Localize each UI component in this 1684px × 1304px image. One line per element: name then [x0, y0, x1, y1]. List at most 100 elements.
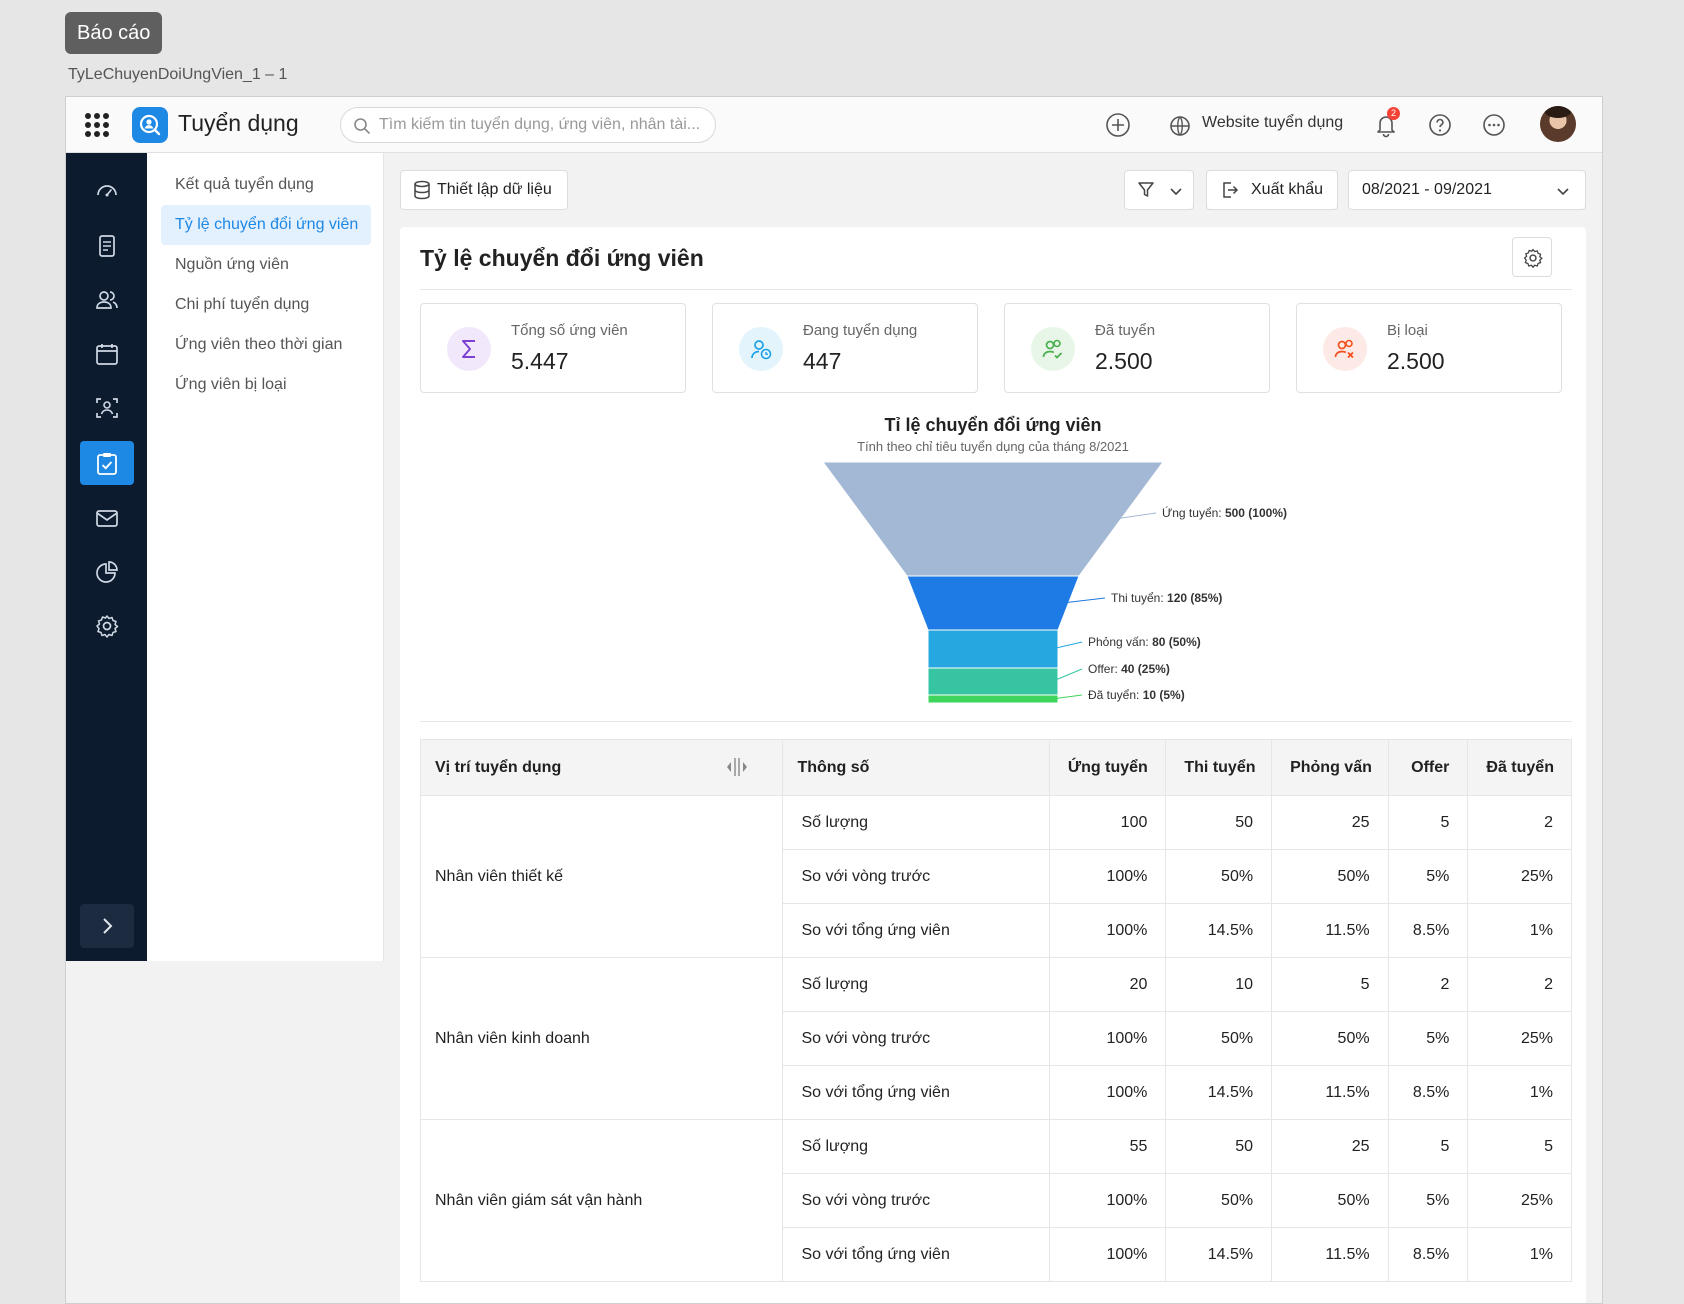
subnav-item-ty-le-chuyen-doi[interactable]: Tỷ lệ chuyển đổi ứng viên: [161, 205, 371, 245]
funnel-label: Offer: 40 (25%): [1088, 662, 1170, 676]
rail-analytics[interactable]: [80, 549, 134, 593]
value-cell: 11.5%: [1271, 903, 1389, 958]
subnav-item-bi-loai[interactable]: Ứng viên bị loại: [175, 376, 287, 393]
setup-data-button[interactable]: Thiết lập dữ liệu: [400, 170, 568, 210]
value-cell: 100%: [1048, 1065, 1167, 1120]
frame-caption: TyLeChuyenDoiUngVien_1 – 1: [68, 66, 288, 83]
period-value: 08/2021 - 09/2021: [1362, 181, 1492, 198]
value-cell: 11.5%: [1271, 1227, 1389, 1282]
rail-mail[interactable]: [80, 495, 134, 539]
value-cell: 100: [1048, 795, 1167, 850]
table-row: Nhân viên giám sát vận hành Số lượng 55 50 2…: [419, 1119, 1572, 1282]
kpi-icon-bg: [447, 327, 491, 371]
rail-reports[interactable]: [80, 441, 134, 485]
value-cell: 100%: [1048, 1011, 1167, 1066]
position-cell: Nhân viên thiết kế: [419, 795, 784, 958]
help-icon[interactable]: [1426, 111, 1454, 139]
rail-candidates[interactable]: [80, 277, 134, 321]
export-button[interactable]: Xuất khẩu: [1206, 170, 1338, 210]
col-header-thi-tuyen[interactable]: Thi tuyển: [1165, 739, 1273, 796]
metric-cell: Số lượng: [782, 957, 1050, 1012]
value-cell: 50%: [1271, 1011, 1389, 1066]
filter-button[interactable]: [1124, 170, 1194, 210]
globe-icon: [1170, 116, 1190, 136]
subnav-item-nguon-ung-vien[interactable]: Nguồn ứng viên: [175, 256, 289, 273]
column-resize-handle[interactable]: [726, 755, 748, 779]
metric-cell: Số lượng: [782, 1119, 1050, 1174]
funnel-label: Đã tuyển: 10 (5%): [1088, 688, 1185, 702]
value-cell: 8.5%: [1387, 1065, 1469, 1120]
subnav-item-theo-thoi-gian[interactable]: Ứng viên theo thời gian: [175, 336, 343, 353]
recruitment-logo-icon: [132, 107, 168, 143]
funnel-segment[interactable]: [906, 575, 1080, 631]
users-x-icon: [1334, 339, 1354, 359]
value-cell: 5: [1387, 795, 1469, 850]
rail-dashboard[interactable]: [80, 167, 134, 211]
col-header-phong-van[interactable]: Phỏng vấn: [1271, 739, 1389, 796]
chart-divider: [420, 721, 1572, 722]
table-row: So với vòng trước 100% 50% 50% 5% 25%: [421, 1173, 1572, 1228]
app-launcher-icon[interactable]: [85, 113, 109, 137]
kpi-label: Đã tuyển: [1095, 322, 1156, 339]
value-cell: 100%: [1048, 1173, 1167, 1228]
value-cell: 50%: [1271, 849, 1389, 904]
col-header-ung-tuyen[interactable]: Ứng tuyển: [1048, 739, 1167, 796]
kpi-value: 2.500: [1387, 348, 1445, 374]
rail-talent[interactable]: [80, 385, 134, 429]
metric-cell: So với vòng trước: [782, 1173, 1050, 1228]
value-cell: 25%: [1467, 1011, 1572, 1066]
period-select[interactable]: 08/2021 - 09/2021: [1348, 170, 1586, 210]
funnel-segment[interactable]: [822, 461, 1164, 577]
search-input[interactable]: [379, 114, 699, 136]
frame-badge: Báo cáo: [65, 12, 163, 54]
card-divider: [420, 289, 1572, 290]
metric-cell: So với vòng trước: [782, 849, 1050, 904]
value-cell: 1%: [1467, 1227, 1572, 1282]
value-cell: 14.5%: [1165, 1227, 1273, 1282]
search-icon: [354, 118, 370, 134]
export-label: Xuất khẩu: [1251, 181, 1324, 198]
col-header-metric[interactable]: Thông số: [782, 739, 1050, 796]
value-cell: 55: [1048, 1119, 1167, 1174]
chevron-down-icon: [1170, 188, 1182, 196]
subnav-item-chi-phi[interactable]: Chi phí tuyển dụng: [175, 296, 310, 313]
subnav-item-ket-qua[interactable]: Kết quả tuyển dụng: [175, 176, 314, 193]
metric-cell: So với tổng ứng viên: [782, 903, 1050, 958]
more-icon[interactable]: [1480, 111, 1508, 139]
value-cell: 8.5%: [1387, 1227, 1469, 1282]
clipboard-check-icon: [97, 453, 117, 475]
mail-icon: [96, 510, 118, 527]
col-header-da-tuyen[interactable]: Đã tuyển: [1467, 739, 1572, 796]
kpi-value: 2.500: [1095, 348, 1153, 374]
search-box[interactable]: [340, 107, 716, 143]
rail-jobs[interactable]: [80, 223, 134, 267]
col-header-offer[interactable]: Offer: [1387, 739, 1469, 796]
rail-calendar[interactable]: [80, 331, 134, 375]
calendar-icon: [96, 344, 118, 365]
value-cell: 2: [1467, 957, 1572, 1012]
notification-count-badge: 2: [1387, 107, 1400, 120]
website-label: Website tuyển dụng: [1202, 114, 1344, 131]
value-cell: 25%: [1467, 849, 1572, 904]
value-cell: 25%: [1467, 1173, 1572, 1228]
kpi-rejected: Bị loại 2.500: [1296, 303, 1562, 393]
table-row: So với tổng ứng viên 100% 14.5% 11.5% 8.5% 1%: [421, 903, 1572, 958]
add-icon[interactable]: [1104, 111, 1132, 139]
value-cell: 25: [1271, 1119, 1389, 1174]
kpi-hired: Đã tuyển 2.500: [1004, 303, 1270, 393]
metric-cell: Số lượng: [782, 795, 1050, 850]
value-cell: 8.5%: [1387, 903, 1469, 958]
expand-rail-button[interactable]: [80, 904, 134, 948]
funnel-segment[interactable]: [927, 629, 1059, 669]
gear-icon: [96, 615, 119, 638]
funnel-segment[interactable]: [927, 667, 1059, 696]
card-settings-button[interactable]: [1512, 237, 1552, 277]
gear-icon: [1523, 248, 1543, 268]
col-header-position[interactable]: Vị trí tuyển dụng: [419, 739, 784, 796]
kpi-value: 5.447: [511, 348, 569, 374]
table-row: So với vòng trước 100% 50% 50% 5% 25%: [421, 1011, 1572, 1066]
metric-cell: So với vòng trước: [782, 1011, 1050, 1066]
rail-settings[interactable]: [80, 603, 134, 647]
user-avatar[interactable]: [1540, 106, 1576, 142]
funnel-segment[interactable]: [927, 694, 1059, 704]
